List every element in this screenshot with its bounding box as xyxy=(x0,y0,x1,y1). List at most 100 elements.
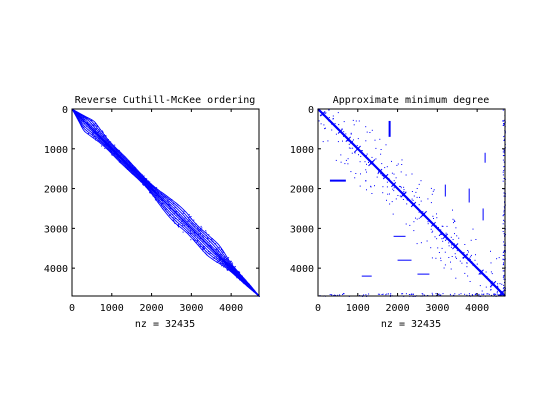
amd-nonzero xyxy=(453,243,455,245)
rcm-nonzero xyxy=(149,191,151,193)
rcm-nonzero xyxy=(86,117,88,119)
rcm-nonzero xyxy=(209,251,211,253)
amd-nonzero xyxy=(467,259,469,261)
amd-border-nonzero xyxy=(502,109,504,111)
amd-nonzero xyxy=(492,284,494,286)
rcm-nonzero xyxy=(154,199,156,201)
rcm-nonzero xyxy=(233,269,235,271)
amd-nonzero xyxy=(427,223,429,225)
amd-nonzero xyxy=(397,187,399,189)
amd-border-nonzero xyxy=(503,166,505,168)
rcm-nonzero xyxy=(161,193,163,195)
amd-nonzero xyxy=(432,190,434,192)
rcm-nonzero xyxy=(134,166,136,168)
amd-nonzero xyxy=(429,220,431,222)
rcm-nonzero xyxy=(83,126,85,128)
amd-nonzero xyxy=(342,133,344,135)
rcm-nonzero xyxy=(92,137,94,138)
amd-border-nonzero xyxy=(339,294,341,296)
rcm-nonzero xyxy=(124,163,126,165)
amd-nonzero xyxy=(380,173,382,175)
amd-nonzero xyxy=(422,213,424,215)
amd-border-nonzero xyxy=(454,293,456,295)
rcm-nonzero xyxy=(189,218,191,220)
amd-nonzero xyxy=(424,215,426,217)
amd-xtick-label: 3000 xyxy=(425,303,449,314)
rcm-nonzero xyxy=(123,161,124,163)
amd-nonzero xyxy=(452,209,453,211)
rcm-nonzero xyxy=(230,265,232,267)
amd-border-nonzero xyxy=(390,293,392,295)
amd-nonzero xyxy=(350,142,351,144)
amd-nonzero xyxy=(401,159,403,161)
rcm-nonzero xyxy=(201,230,203,232)
rcm-nonzero xyxy=(118,161,120,163)
rcm-nonzero xyxy=(223,257,225,259)
rcm-nonzero xyxy=(149,182,151,184)
amd-nonzero xyxy=(388,179,390,181)
rcm-nonzero xyxy=(107,139,108,141)
amd-nonzero xyxy=(391,182,393,184)
rcm-nonzero xyxy=(100,130,102,132)
rcm-nonzero xyxy=(145,183,147,185)
amd-ytick-label: 0 xyxy=(308,105,314,116)
rcm-nonzero xyxy=(194,239,196,241)
amd-nonzero xyxy=(402,192,404,194)
amd-nonzero xyxy=(481,290,483,292)
rcm-nonzero xyxy=(142,184,144,186)
rcm-nonzero xyxy=(216,253,218,255)
rcm-nonzero xyxy=(185,223,187,225)
rcm-nonzero xyxy=(182,231,184,233)
rcm-nonzero xyxy=(178,215,180,217)
rcm-nonzero xyxy=(76,118,78,119)
rcm-nonzero xyxy=(228,257,230,259)
amd-nonzero xyxy=(450,268,452,270)
amd-nonzero xyxy=(431,193,433,195)
amd-border-nonzero xyxy=(503,119,505,121)
amd-nonzero xyxy=(393,184,395,186)
rcm-nonzero xyxy=(89,123,91,125)
amd-nonzero xyxy=(486,276,488,278)
rcm-nonzero xyxy=(226,269,228,271)
rcm-nonzero xyxy=(215,256,217,258)
amd-border-nonzero xyxy=(503,275,505,277)
amd-nonzero xyxy=(393,190,395,192)
amd-border-nonzero xyxy=(468,293,470,295)
amd-title: Approximate minimum degree xyxy=(333,95,490,106)
rcm-nonzero xyxy=(221,261,223,263)
rcm-nonzero xyxy=(90,120,92,122)
rcm-nonzero xyxy=(194,224,196,226)
amd-nonzero xyxy=(327,140,329,142)
amd-border-nonzero xyxy=(503,140,505,141)
rcm-nonzero xyxy=(184,224,186,226)
amd-nonzero xyxy=(496,258,498,260)
rcm-nonzero xyxy=(144,178,146,180)
rcm-nonzero xyxy=(150,188,152,190)
amd-nonzero xyxy=(451,242,453,244)
rcm-nonzero xyxy=(119,159,120,161)
rcm-nonzero xyxy=(249,286,251,287)
rcm-nonzero xyxy=(92,135,94,137)
amd-nonzero xyxy=(495,286,497,288)
amd-nonzero xyxy=(436,213,437,215)
amd-border-nonzero xyxy=(475,293,477,294)
amd-border-nonzero xyxy=(342,294,344,295)
amd-nonzero xyxy=(392,188,394,190)
rcm-nonzero xyxy=(217,251,219,253)
amd-nonzero xyxy=(389,203,391,205)
amd-border-nonzero xyxy=(503,284,505,286)
amd-border-nonzero xyxy=(502,276,504,278)
rcm-ytick-label: 2000 xyxy=(44,185,68,196)
amd-nonzero xyxy=(366,163,367,165)
amd-nonzero xyxy=(475,267,477,269)
rcm-nonzero xyxy=(139,172,141,174)
amd-nonzero xyxy=(435,225,437,227)
rcm-nonzero xyxy=(187,225,189,227)
rcm-nonzero xyxy=(115,151,117,153)
rcm-nonzero xyxy=(146,186,148,188)
amd-nonzero xyxy=(406,196,408,198)
rcm-nonzero xyxy=(94,132,96,134)
rcm-nonzero xyxy=(238,270,240,272)
rcm-nonzero xyxy=(212,249,214,251)
amd-nonzero xyxy=(415,191,417,193)
